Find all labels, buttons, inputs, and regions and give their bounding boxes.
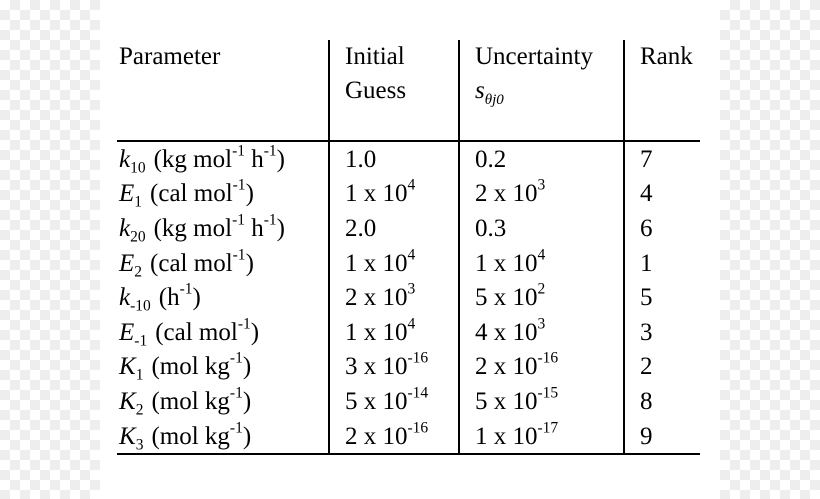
param-subscript: 2 xyxy=(135,401,144,419)
param-symbol: K xyxy=(119,353,136,381)
cell-initial-guess: 2 x 103 xyxy=(328,280,459,315)
param-unit: (mol kg-1) xyxy=(151,384,252,415)
cell-initial-guess: 1.0 xyxy=(328,140,459,177)
param-symbol: K xyxy=(119,422,136,450)
cell-uncertainty: 5 x 10-15 xyxy=(458,384,624,419)
cell-parameter: k20 (kg mol-1 h-1) xyxy=(117,211,329,246)
param-unit: (kg mol-1 h-1) xyxy=(153,142,285,173)
table-row: E1 (cal mol-1) 1 x 104 2 x 103 4 xyxy=(117,176,700,212)
cell-rank: 5 xyxy=(623,280,700,315)
cell-rank: 4 xyxy=(623,176,700,212)
cell-initial-guess: 2.0 xyxy=(328,211,459,246)
cell-rank: 3 xyxy=(623,314,700,350)
cell-uncertainty: 2 x 103 xyxy=(458,176,624,212)
cell-parameter: E-1 (cal mol-1) xyxy=(117,315,329,350)
param-unit: (mol kg-1) xyxy=(151,418,252,450)
table-row: k10 (kg mol-1 h-1) 1.0 0.2 7 xyxy=(117,140,700,177)
table-row: k-10 (h-1) 2 x 103 5 x 102 5 xyxy=(117,280,700,315)
table-row: k20 (kg mol-1 h-1) 2.0 0.3 6 xyxy=(117,211,700,246)
table-row: K2 (mol kg-1) 5 x 10-14 5 x 10-15 8 xyxy=(117,384,700,419)
cell-initial-guess: 3 x 10-16 xyxy=(328,349,459,385)
cell-rank: 8 xyxy=(623,384,700,419)
param-subscript: -10 xyxy=(130,297,151,315)
cell-uncertainty: 1 x 10-17 xyxy=(458,418,624,456)
cell-parameter: E2 (cal mol-1) xyxy=(117,246,329,281)
param-subscript: 3 xyxy=(135,435,144,453)
table-row: E2 (cal mol-1) 1 x 104 1 x 104 1 xyxy=(117,245,700,281)
param-symbol: k xyxy=(119,214,131,242)
cell-initial-guess: 1 x 104 xyxy=(328,176,459,212)
cell-rank: 1 xyxy=(623,245,700,281)
param-unit: (cal mol-1) xyxy=(150,245,254,277)
param-symbol: k xyxy=(119,145,131,173)
table-row: E-1 (cal mol-1) 1 x 104 4 x 103 3 xyxy=(117,314,700,350)
header-uncertainty: Uncertainty sθj0 xyxy=(458,40,624,141)
uncertainty-symbol: s xyxy=(475,77,485,104)
header-rank: Rank xyxy=(623,40,700,141)
table-row: K1 (mol kg-1) 3 x 10-16 2 x 10-16 2 xyxy=(117,349,700,385)
cell-parameter: E1 (cal mol-1) xyxy=(117,177,329,212)
cell-parameter: K2 (mol kg-1) xyxy=(117,384,329,419)
cell-initial-guess: 1 x 104 xyxy=(328,245,459,281)
param-unit: (cal mol-1) xyxy=(155,315,260,346)
cell-initial-guess: 2 x 10-16 xyxy=(328,418,459,456)
cell-parameter: k10 (kg mol-1 h-1) xyxy=(117,140,329,177)
param-symbol: E xyxy=(119,180,135,208)
param-subscript: 20 xyxy=(130,228,146,246)
table-row: K3 (mol kg-1) 2 x 10-16 1 x 10-17 9 xyxy=(117,418,700,456)
param-subscript: 2 xyxy=(134,263,143,280)
header-initial-guess: Initial Guess xyxy=(328,40,459,141)
cell-uncertainty: 2 x 10-16 xyxy=(458,349,624,385)
cell-rank: 2 xyxy=(623,349,700,385)
cell-rank: 6 xyxy=(623,211,700,246)
cell-initial-guess: 1 x 104 xyxy=(328,314,459,350)
cell-uncertainty: 1 x 104 xyxy=(458,245,624,281)
cell-uncertainty: 5 x 102 xyxy=(458,280,624,315)
param-symbol: E xyxy=(119,249,135,277)
uncertainty-symbol-sub: θj0 xyxy=(484,92,504,108)
param-symbol: K xyxy=(119,387,136,415)
param-unit: (mol kg-1) xyxy=(151,349,252,381)
param-symbol: k xyxy=(119,284,131,312)
parameter-table: Parameter Initial Guess Uncertainty sθj0… xyxy=(117,40,700,456)
param-subscript: -1 xyxy=(134,332,148,350)
cell-uncertainty: 0.3 xyxy=(458,211,624,246)
header-parameter: Parameter xyxy=(119,43,221,70)
header-row: Parameter Initial Guess Uncertainty sθj0… xyxy=(117,40,700,141)
param-subscript: 10 xyxy=(130,159,146,177)
param-symbol: E xyxy=(119,318,135,346)
document-sheet: Parameter Initial Guess Uncertainty sθj0… xyxy=(100,0,720,499)
param-unit: (h-1) xyxy=(158,280,201,312)
cell-rank: 7 xyxy=(623,140,700,177)
cell-parameter: k-10 (h-1) xyxy=(117,280,329,315)
cell-uncertainty: 0.2 xyxy=(458,140,624,177)
cell-parameter: K3 (mol kg-1) xyxy=(117,418,329,456)
table-body: k10 (kg mol-1 h-1) 1.0 0.2 7 E1 (cal mol-1) 1 x… xyxy=(117,140,700,456)
param-unit: (kg mol-1 h-1) xyxy=(153,211,285,242)
param-unit: (cal mol-1) xyxy=(150,176,254,208)
param-subscript: 1 xyxy=(134,193,143,211)
cell-uncertainty: 4 x 103 xyxy=(458,314,624,350)
cell-rank: 9 xyxy=(623,418,700,456)
cell-parameter: K1 (mol kg-1) xyxy=(117,350,329,385)
param-subscript: 1 xyxy=(135,366,144,384)
cell-initial-guess: 5 x 10-14 xyxy=(328,384,459,419)
